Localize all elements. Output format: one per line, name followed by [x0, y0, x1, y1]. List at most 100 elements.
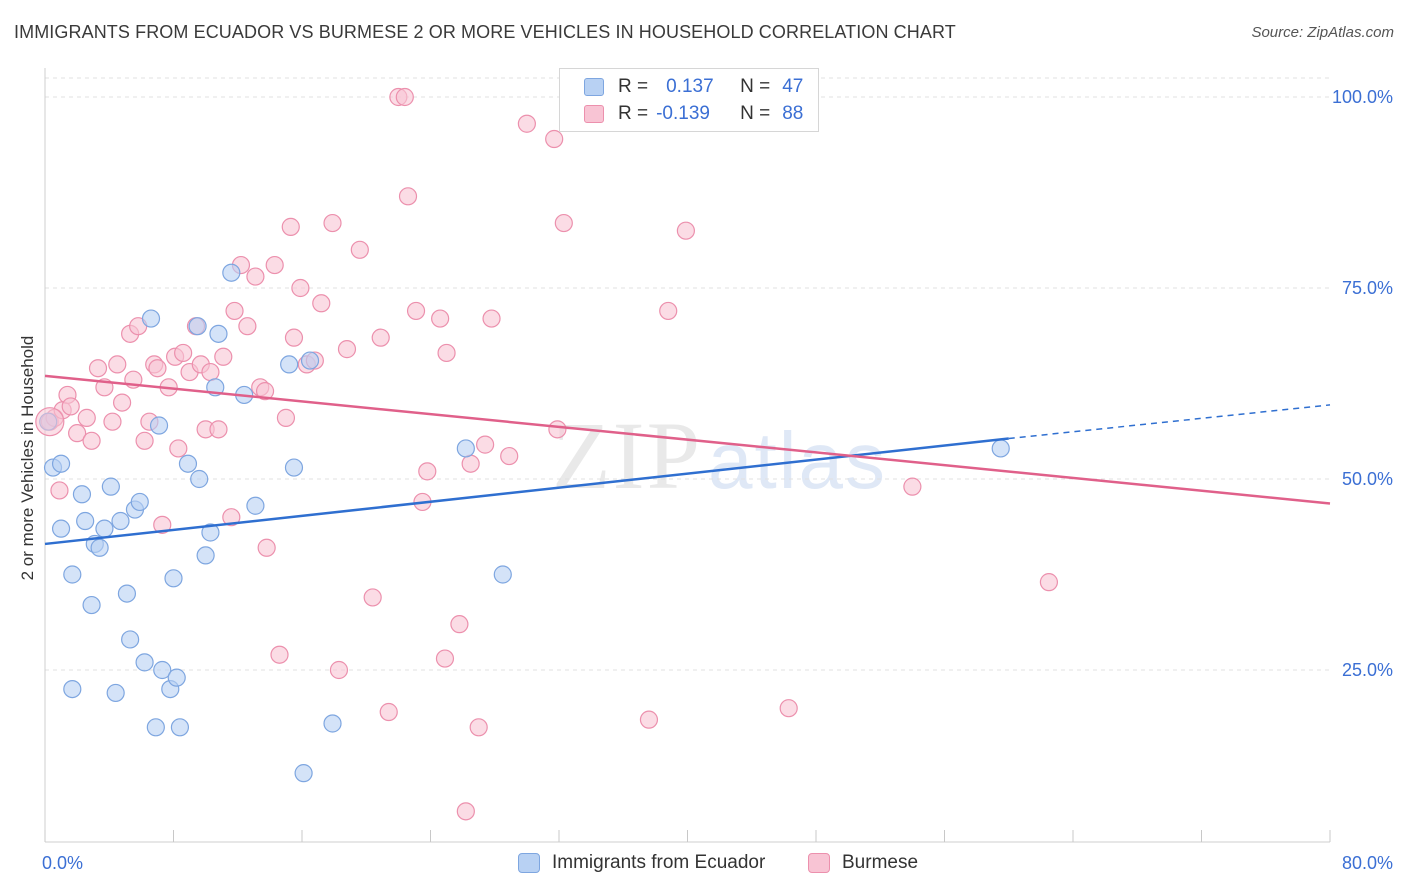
ecuador-point	[111, 511, 130, 531]
burmese-point	[431, 309, 450, 328]
burmese-point	[257, 538, 276, 557]
burmese-point	[135, 431, 154, 450]
ecuador-point	[146, 718, 165, 737]
burmese-point	[201, 362, 220, 382]
burmese-point	[363, 588, 382, 607]
ecuador-point	[190, 469, 209, 489]
ecuador-point	[82, 595, 101, 615]
legend-row-ecuador: R = 0.137 N = 47	[584, 75, 803, 99]
burmese-point	[398, 187, 418, 206]
ecuador-point	[51, 519, 71, 538]
ecuador-point	[90, 538, 109, 557]
ecuador-point	[991, 439, 1010, 458]
ecuador-point	[149, 416, 169, 435]
burmese-point	[329, 660, 349, 680]
ecuador-trend-extension	[1008, 404, 1331, 440]
ecuador-point	[196, 546, 215, 565]
burmese-point	[659, 301, 678, 321]
ecuador-point	[246, 496, 265, 515]
burmese-point	[548, 420, 567, 439]
burmese-point	[517, 114, 536, 133]
watermark: ZIPatlas	[552, 400, 887, 511]
burmese-point	[476, 435, 495, 454]
burmese-point	[238, 317, 257, 336]
legend-r-value-ecuador: 0.137	[666, 76, 714, 97]
ecuador-trend-line	[44, 437, 1009, 546]
legend-label-burmese: Burmese	[842, 852, 919, 873]
burmese-point	[323, 213, 342, 233]
ecuador-point	[294, 764, 313, 783]
burmese-point	[554, 213, 573, 233]
y-tick-label: 50.0%	[1342, 469, 1393, 489]
ecuador-point	[456, 439, 475, 458]
ecuador-point	[63, 679, 82, 699]
ecuador-point	[188, 317, 207, 336]
x-tick-label: 0.0%	[42, 853, 83, 873]
burmese-point	[639, 710, 659, 729]
ecuador-point	[76, 511, 95, 531]
legend-label-ecuador: Immigrants from Ecuador	[552, 852, 766, 873]
legend-n-value-burmese: 88	[782, 103, 804, 124]
burmese-point	[82, 431, 101, 450]
legend-n-label: N =	[740, 76, 771, 97]
legend-swatch-ecuador	[584, 78, 604, 96]
ecuador-point	[101, 477, 120, 496]
ecuador-point	[280, 355, 299, 374]
burmese-point	[174, 343, 193, 363]
burmese-point	[255, 382, 275, 401]
burmese-point	[337, 340, 357, 359]
ecuador-point	[130, 492, 149, 512]
ecuador-point	[164, 569, 183, 588]
legend-r-label: R =	[618, 76, 649, 97]
burmese-point	[469, 718, 488, 737]
legend-row-burmese: R = -0.139 N = 88	[584, 102, 803, 126]
burmese-point	[418, 462, 437, 481]
ecuador-point	[300, 351, 320, 370]
burmese-point	[103, 412, 122, 431]
ecuador-point	[141, 309, 161, 328]
burmese-point	[461, 454, 480, 473]
legend-n-label: N =	[740, 103, 771, 124]
burmese-point	[246, 267, 265, 286]
burmese-point	[903, 477, 922, 496]
legend-item-burmese[interactable]: Burmese	[808, 852, 918, 874]
legend-swatch-burmese	[584, 105, 604, 123]
burmese-point	[265, 255, 284, 275]
burmese-point	[379, 702, 398, 722]
burmese-point	[437, 343, 456, 363]
burmese-point	[284, 328, 304, 347]
burmese-point	[225, 301, 244, 321]
burmese-point	[276, 408, 296, 427]
burmese-point	[1039, 573, 1059, 592]
y-tick-label: 100.0%	[1332, 87, 1393, 107]
ecuador-point	[167, 668, 186, 687]
burmese-point	[500, 446, 519, 466]
ecuador-point	[106, 683, 125, 703]
burmese-point	[395, 87, 414, 107]
burmese-point	[68, 424, 87, 443]
ecuador-point	[63, 565, 82, 584]
ecuador-point	[121, 630, 140, 649]
burmese-point	[209, 420, 228, 439]
ecuador-point	[201, 523, 220, 542]
burmese-point	[406, 301, 426, 321]
ecuador-point	[153, 660, 172, 680]
legend-r-label: R =	[618, 103, 649, 124]
burmese-point	[153, 515, 172, 534]
legend-r-value-burmese: -0.139	[656, 103, 710, 124]
ecuador-point	[95, 519, 114, 538]
ecuador-point	[51, 454, 71, 473]
burmese-point	[371, 328, 390, 347]
y-tick-label: 75.0%	[1342, 278, 1393, 298]
burmese-point	[281, 217, 300, 236]
burmese-point	[450, 615, 469, 634]
burmese-point	[779, 699, 798, 718]
ecuador-point	[493, 565, 512, 584]
legend-item-ecuador[interactable]: Immigrants from Ecuador	[518, 852, 765, 874]
burmese-point	[291, 278, 310, 298]
x-tick-label: 80.0%	[1342, 853, 1393, 873]
series-legend: Immigrants from Ecuador Burmese	[0, 852, 1406, 876]
burmese-point	[108, 355, 127, 374]
ecuador-point	[117, 584, 137, 603]
source-label: Source: ZipAtlas.com	[1251, 24, 1394, 41]
